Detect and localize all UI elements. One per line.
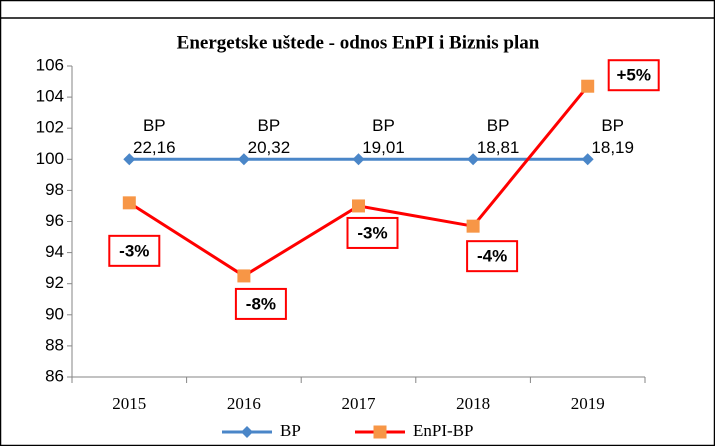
y-tick-label: 98 bbox=[45, 180, 64, 199]
x-tick-label: 2017 bbox=[342, 394, 377, 413]
y-tick-label: 90 bbox=[45, 304, 64, 323]
annotation-box bbox=[466, 240, 519, 273]
annotation-box bbox=[607, 59, 660, 92]
annotation: 20,32 bbox=[248, 138, 291, 157]
annotation-box bbox=[346, 216, 399, 249]
annotation: -3% bbox=[357, 223, 387, 242]
y-tick-label: 100 bbox=[36, 149, 64, 168]
point bbox=[581, 153, 594, 166]
y-tick-label: 86 bbox=[45, 366, 64, 385]
annotation: -3% bbox=[119, 241, 149, 260]
annotation: BP bbox=[601, 116, 624, 135]
legend-label: EnPI-BP bbox=[413, 421, 473, 440]
y-tick-label: 102 bbox=[36, 118, 64, 137]
chart-title: Energetske uštede - odnos EnPI i Biznis … bbox=[177, 32, 540, 53]
annotation: 19,01 bbox=[362, 138, 405, 157]
point bbox=[352, 153, 365, 166]
annotation: +5% bbox=[616, 66, 651, 85]
annotation-box bbox=[234, 287, 287, 320]
y-tick-label: 94 bbox=[45, 242, 64, 261]
y-tick-label: 104 bbox=[36, 87, 64, 106]
annotation: BP bbox=[258, 116, 281, 135]
annotation: BP bbox=[372, 116, 395, 135]
point bbox=[352, 199, 365, 213]
point bbox=[466, 219, 480, 233]
annotation: -8% bbox=[246, 294, 276, 313]
point bbox=[237, 269, 251, 283]
legend-marker bbox=[373, 425, 387, 439]
annotation-box bbox=[108, 234, 161, 267]
x-tick-label: 2016 bbox=[227, 394, 261, 413]
y-tick-label: 92 bbox=[45, 273, 64, 292]
x-tick-label: 2015 bbox=[112, 394, 146, 413]
annotation: 18,19 bbox=[591, 138, 634, 157]
point bbox=[467, 153, 480, 166]
point bbox=[581, 79, 595, 93]
point bbox=[122, 196, 136, 210]
legend-marker bbox=[241, 426, 253, 438]
x-tick-label: 2019 bbox=[571, 394, 605, 413]
point bbox=[123, 153, 136, 166]
annotation: 22,16 bbox=[133, 138, 176, 157]
point bbox=[237, 153, 250, 166]
annotation: -4% bbox=[477, 247, 507, 266]
annotation: 18,81 bbox=[477, 138, 520, 157]
y-tick-label: 96 bbox=[45, 211, 64, 230]
y-tick-label: 88 bbox=[45, 335, 64, 354]
annotation: BP bbox=[143, 116, 166, 135]
annotation: BP bbox=[487, 116, 510, 135]
legend-label: BP bbox=[280, 421, 301, 440]
y-tick-label: 106 bbox=[36, 55, 64, 74]
x-tick-label: 2018 bbox=[456, 394, 490, 413]
